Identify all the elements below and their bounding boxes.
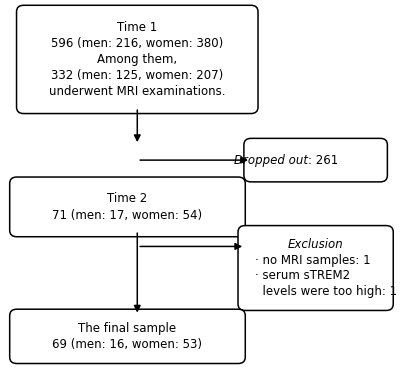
Text: underwent MRI examinations.: underwent MRI examinations. [49, 84, 226, 98]
FancyBboxPatch shape [10, 177, 245, 237]
Text: The final sample: The final sample [78, 322, 176, 335]
FancyBboxPatch shape [16, 5, 258, 113]
Text: Exclusion: Exclusion [288, 238, 344, 251]
Text: 596 (men: 216, women: 380): 596 (men: 216, women: 380) [51, 37, 224, 50]
Text: 332 (men: 125, women: 207): 332 (men: 125, women: 207) [51, 69, 224, 82]
Text: Dropped out: Dropped out [234, 154, 308, 167]
FancyBboxPatch shape [10, 309, 245, 363]
Text: Time 1: Time 1 [117, 21, 158, 34]
Text: levels were too high: 1: levels were too high: 1 [255, 285, 397, 298]
FancyBboxPatch shape [238, 226, 393, 310]
FancyBboxPatch shape [244, 138, 387, 182]
Text: 71 (men: 17, women: 54): 71 (men: 17, women: 54) [52, 209, 202, 222]
Text: Time 2: Time 2 [107, 192, 148, 205]
Text: Among them,: Among them, [97, 53, 177, 66]
Text: 69 (men: 16, women: 53): 69 (men: 16, women: 53) [52, 338, 202, 351]
Text: : 261: : 261 [308, 154, 338, 167]
Text: · serum sTREM2: · serum sTREM2 [255, 269, 350, 283]
Text: · no MRI samples: 1: · no MRI samples: 1 [255, 254, 370, 266]
